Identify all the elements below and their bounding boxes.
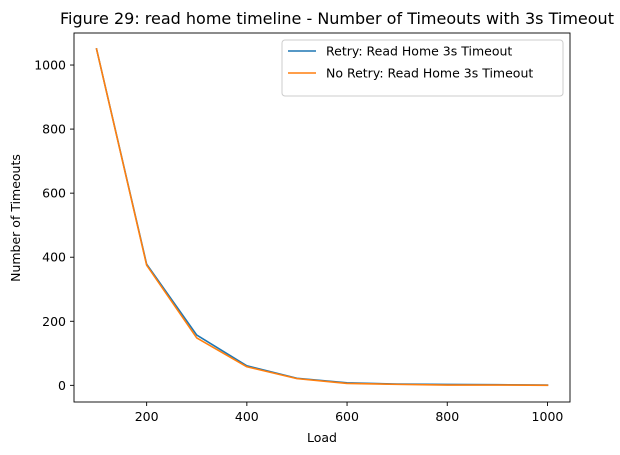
axis-ticks: 200 400 600 800 1000 0 200 400 600 800 1000 — [34, 58, 563, 424]
y-tick-label: 600 — [42, 186, 66, 201]
axes-frame — [73, 32, 571, 403]
x-axis-label: Load — [307, 430, 337, 445]
y-tick-label: 400 — [42, 250, 66, 265]
series-line-2 — [95, 48, 549, 387]
x-tick-label: 400 — [235, 409, 259, 424]
x-tick-label: 1000 — [532, 409, 564, 424]
x-tick-label: 200 — [135, 409, 159, 424]
y-tick-label: 1000 — [34, 58, 66, 73]
y-axis-label: Number of Timeouts — [8, 154, 23, 282]
y-tick-label: 800 — [42, 122, 66, 137]
x-tick-label: 600 — [335, 409, 359, 424]
legend: Retry: Read Home 3s Timeout No Retry: Rea… — [281, 39, 564, 97]
chart-title: Figure 29: read home timeline - Number o… — [60, 9, 614, 28]
y-tick-label: 0 — [58, 378, 66, 393]
y-tick-label: 200 — [42, 314, 66, 329]
legend-label-2: No Retry: Read Home 3s Timeout — [326, 66, 533, 81]
x-tick-label: 800 — [435, 409, 459, 424]
legend-box — [281, 39, 564, 97]
legend-label-1: Retry: Read Home 3s Timeout — [326, 44, 512, 59]
plot-area — [73, 32, 571, 403]
